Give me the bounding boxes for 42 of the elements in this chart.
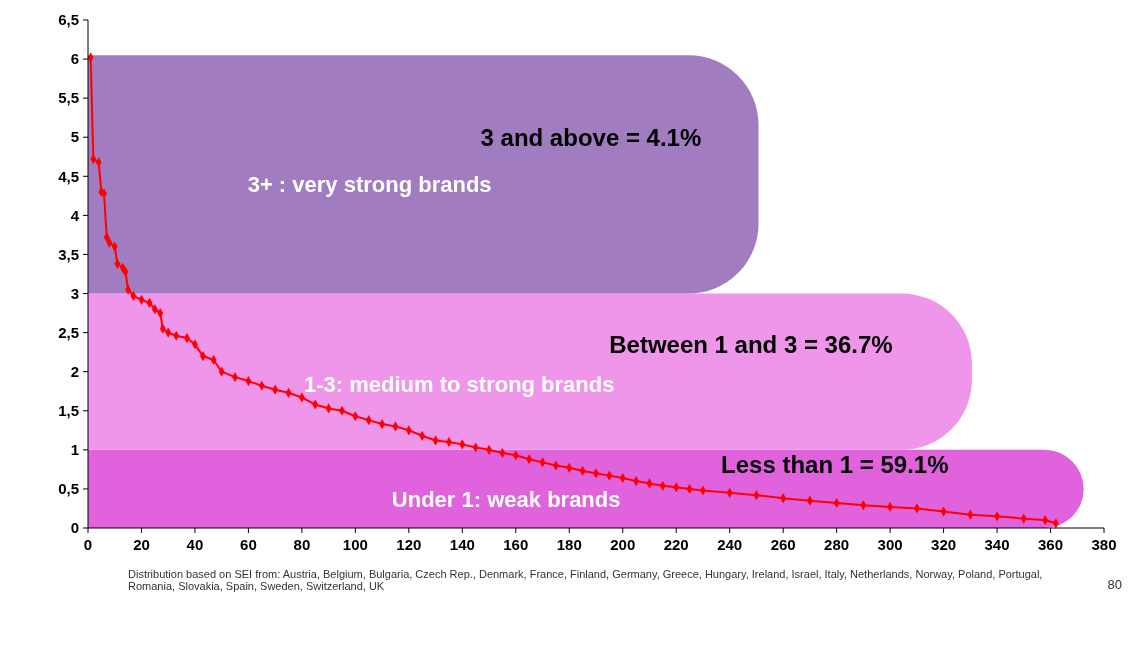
x-tick-label: 320	[931, 536, 957, 553]
x-tick-label: 40	[186, 536, 204, 553]
y-tick-label: 6,5	[58, 11, 79, 29]
x-tick-label: 300	[877, 536, 903, 553]
x-tick-label: 220	[663, 536, 689, 553]
x-tick-label: 180	[556, 536, 582, 553]
text: 80	[1107, 577, 1122, 592]
annotation: Less than 1 = 59.1%	[721, 451, 949, 479]
band-label: 1-3: medium to strong brands	[304, 371, 615, 397]
x-tick-label: 240	[717, 536, 743, 553]
y-tick-label: 3,5	[58, 245, 79, 263]
x-tick-label: 340	[984, 536, 1010, 553]
y-tick-label: 6	[70, 50, 79, 68]
y-tick-label: 1,5	[58, 402, 79, 420]
text: Distribution based on SEI from: Austria, Belgium, Bulgaria, Czech Rep., Denmark, France, Finland, Germany, Greece, Hungary, Ireland, Israel, Italy, Netherlands, Norway, Poland, Portugal, Romania, Slovakia, Spain, Sweden, Switzerland, UK	[128, 568, 1044, 592]
x-tick-label: 160	[503, 536, 529, 553]
y-tick-label: 2	[70, 362, 79, 380]
x-tick-label: 60	[240, 536, 257, 553]
x-tick-label: 20	[133, 536, 150, 553]
annotation: Between 1 and 3 = 36.7%	[609, 330, 893, 358]
y-tick-label: 5,5	[58, 89, 79, 107]
band-label: Under 1: weak brands	[391, 486, 621, 512]
x-tick-label: 0	[83, 536, 93, 553]
y-tick-label: 0,5	[58, 480, 79, 498]
y-tick-label: 1	[70, 441, 79, 459]
x-tick-label: 80	[293, 536, 311, 553]
x-tick-label: 280	[824, 536, 850, 553]
y-tick-label: 5	[70, 128, 79, 146]
x-tick-label: 260	[770, 536, 796, 553]
x-tick-label: 200	[610, 536, 636, 553]
y-tick-label: 4,5	[58, 167, 79, 185]
x-tick-label: 140	[449, 536, 475, 553]
y-tick-label: 0	[70, 519, 79, 537]
x-tick-label: 380	[1091, 536, 1117, 553]
annotation: 3 and above = 4.1%	[480, 123, 702, 151]
y-tick-label: 4	[70, 206, 80, 224]
x-tick-label: 100	[342, 536, 368, 553]
y-tick-label: 2,5	[58, 323, 79, 341]
band-label: 3+ : very strong brands	[247, 172, 492, 198]
y-tick-label: 3	[70, 284, 79, 302]
x-tick-label: 360	[1038, 536, 1064, 553]
x-tick-label: 120	[396, 536, 422, 553]
